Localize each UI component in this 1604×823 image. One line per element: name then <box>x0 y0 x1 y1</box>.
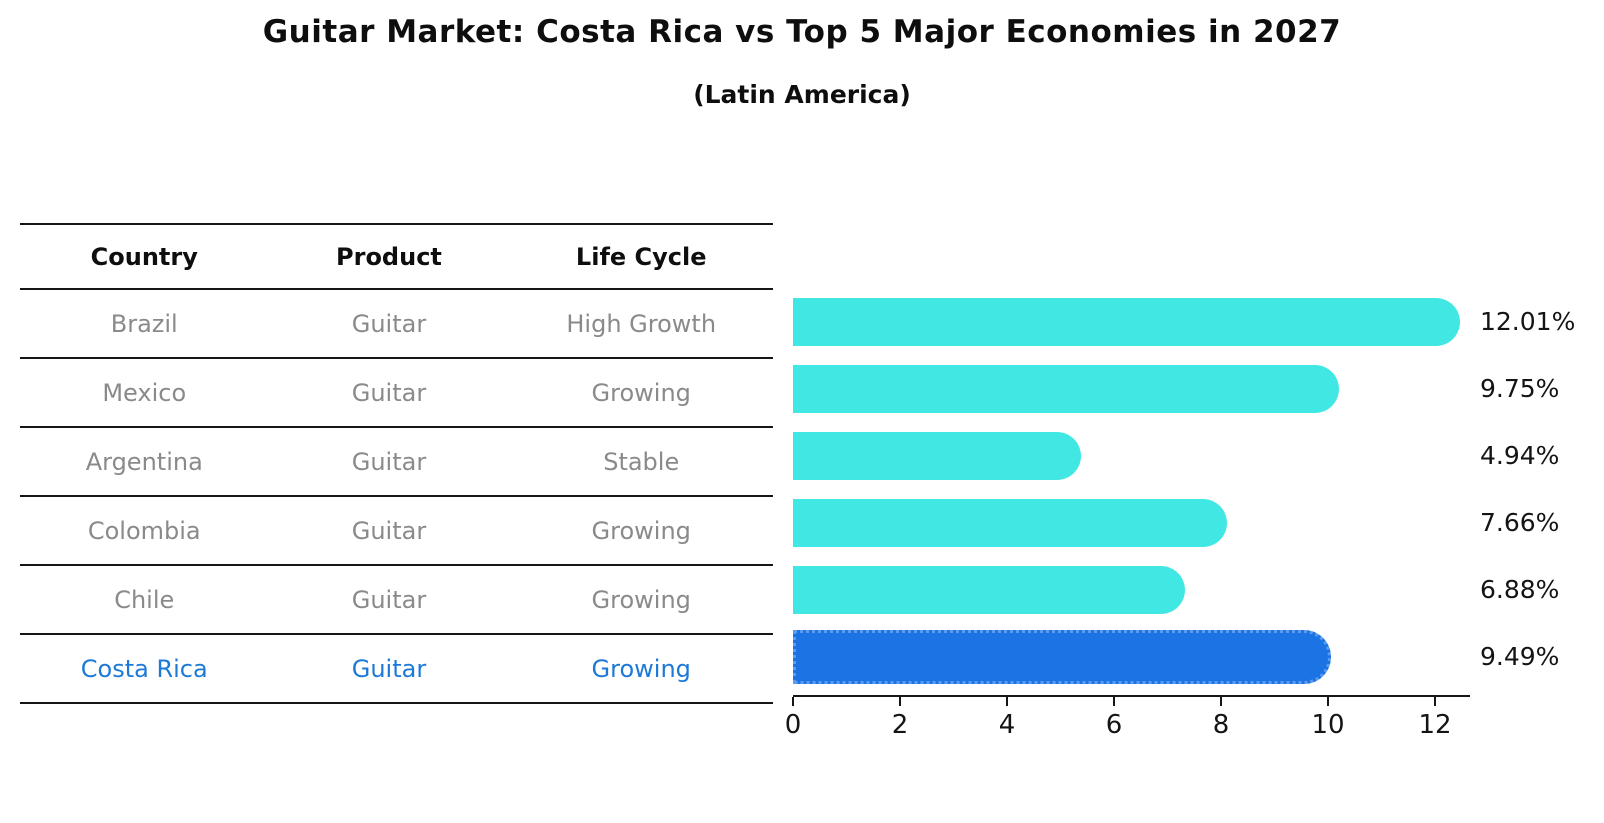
column-header-product: Product <box>268 223 510 290</box>
bar-colombia <box>793 498 1227 547</box>
x-axis-tick-label: 0 <box>784 710 802 740</box>
country-cell: Costa Rica <box>20 634 269 704</box>
country-cell: Mexico <box>20 358 269 428</box>
x-axis-tick-label: 6 <box>1105 710 1123 740</box>
x-axis-tick <box>1434 697 1436 706</box>
life-cycle-cell: Growing <box>509 358 773 428</box>
x-axis-tick <box>1113 697 1115 706</box>
x-axis-tick <box>899 697 901 706</box>
bar-argentina <box>793 431 1082 480</box>
country-cell: Argentina <box>20 427 269 497</box>
bar-mexico <box>793 364 1339 413</box>
chart-subtitle: (Latin America) <box>693 80 911 109</box>
bar-value-label-mexico: 9.75% <box>1480 373 1560 403</box>
table-row-mexico: Mexico Guitar Growing <box>20 358 773 428</box>
bar-value-label-argentina: 4.94% <box>1480 440 1560 470</box>
product-cell: Guitar <box>268 565 510 635</box>
highlighted-bar-costa-rica <box>793 629 1331 684</box>
life-cycle-cell: Stable <box>509 427 773 497</box>
x-axis-tick-label: 8 <box>1212 710 1230 740</box>
table-row-chile: Chile Guitar Growing <box>20 565 773 635</box>
x-axis-tick-label: 10 <box>1311 710 1345 740</box>
bar-value-label-brazil: 12.01% <box>1480 306 1576 336</box>
x-axis-tick-label: 2 <box>891 710 909 740</box>
bar-value-label-chile: 6.88% <box>1480 574 1560 604</box>
column-header-country: Country <box>20 223 269 290</box>
life-cycle-cell: Growing <box>509 496 773 566</box>
x-axis-tick <box>1327 697 1329 706</box>
product-cell: Guitar <box>268 496 510 566</box>
bar-brazil <box>793 297 1460 346</box>
product-cell: Guitar <box>268 358 510 428</box>
life-cycle-cell: Growing <box>509 565 773 635</box>
life-cycle-cell: Growing <box>509 634 773 704</box>
product-cell: Guitar <box>268 289 510 359</box>
x-axis-tick <box>1006 697 1008 706</box>
country-cell: Colombia <box>20 496 269 566</box>
product-cell: Guitar <box>268 427 510 497</box>
x-axis-tick-label: 12 <box>1418 710 1452 740</box>
table-row-costa-rica: Costa Rica Guitar Growing <box>20 634 773 704</box>
chart-title: Guitar Market: Costa Rica vs Top 5 Major… <box>262 14 1342 50</box>
column-header-life-cycle: Life Cycle <box>509 223 773 290</box>
x-axis-line <box>793 695 1470 697</box>
table-row-brazil: Brazil Guitar High Growth <box>20 289 773 359</box>
x-axis-tick-label: 4 <box>998 710 1016 740</box>
table-header-row: Country Product Life Cycle <box>20 223 773 290</box>
country-info-table: Country Product Life Cycle Brazil Guitar Hig… <box>20 223 773 704</box>
x-axis-tick <box>1220 697 1222 706</box>
x-axis-tick <box>792 697 794 706</box>
country-cell: Chile <box>20 565 269 635</box>
country-cell: Brazil <box>20 289 269 359</box>
table-row-argentina: Argentina Guitar Stable <box>20 427 773 497</box>
bar-value-label-colombia: 7.66% <box>1480 507 1560 537</box>
product-cell: Guitar <box>268 634 510 704</box>
bar-value-label-costa-rica: 9.49% <box>1480 641 1560 671</box>
bar-chile <box>793 565 1186 614</box>
life-cycle-cell: High Growth <box>509 289 773 359</box>
table-row-colombia: Colombia Guitar Growing <box>20 496 773 566</box>
